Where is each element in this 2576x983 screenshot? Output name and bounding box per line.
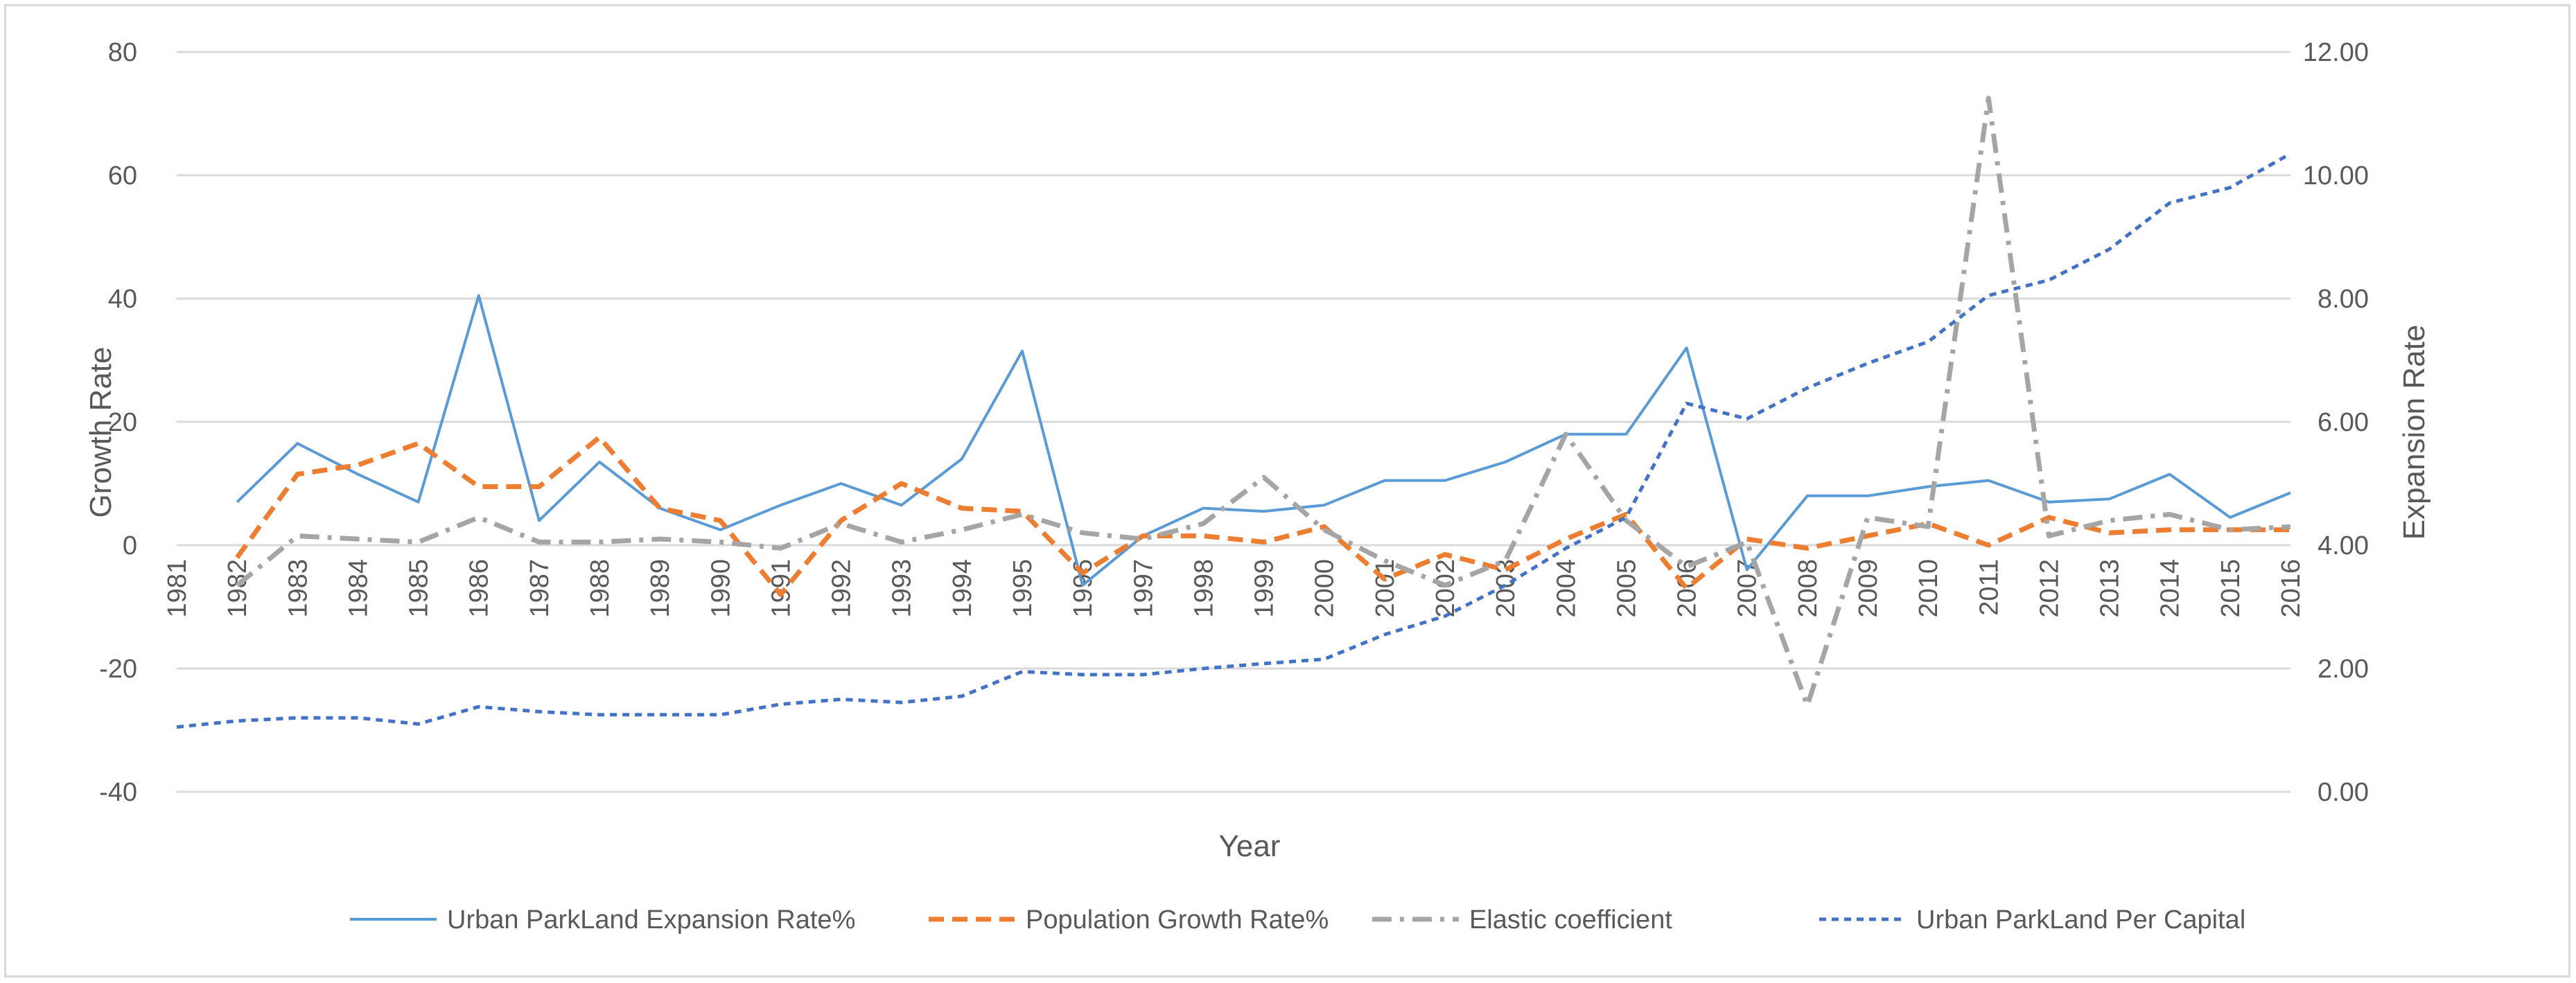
x-tick-label: 1992: [827, 559, 857, 618]
x-axis-title: Year: [1219, 829, 1281, 863]
legend-label-2: Population Growth Rate%: [1026, 905, 1329, 935]
y2-tick-label: 2.00: [2317, 655, 2369, 684]
y2-axis-title: Expansion Rate: [2397, 325, 2431, 540]
y-tick-label: 80: [108, 38, 137, 67]
gridlines: [177, 51, 2290, 793]
series-line-3: [235, 96, 2291, 708]
x-tick-label: 1994: [948, 559, 977, 618]
x-tick-label: 2013: [2096, 559, 2125, 618]
x-tick-label: 1990: [706, 559, 735, 618]
series-line-1: [236, 294, 2291, 587]
x-tick-label: 1996: [1069, 559, 1098, 618]
x-tick-label: 1998: [1189, 559, 1218, 618]
x-tick-label: 1991: [766, 559, 796, 618]
x-tick-label: 2012: [2035, 559, 2064, 618]
y2-tick-label: 0.00: [2317, 778, 2369, 807]
x-tick-label: 2008: [1794, 559, 1823, 618]
x-axis-ticks: 1981 1982 1983 1984 1985 1986 1987 1988 1989 1990…: [163, 559, 2306, 618]
x-tick-label: 2002: [1431, 559, 1460, 618]
x-tick-label: 2009: [1854, 559, 1883, 618]
x-tick-label: 1984: [344, 559, 373, 618]
y2-tick-label: 4.00: [2317, 531, 2369, 560]
series-line-4: [176, 152, 2292, 729]
y2-tick-label: 6.00: [2317, 408, 2369, 437]
y-axis-title: Growth Rate: [84, 347, 118, 518]
y-tick-label: 60: [108, 161, 137, 191]
x-tick-label: 1997: [1129, 559, 1158, 618]
y2-tick-label: 8.00: [2317, 285, 2369, 314]
x-tick-label: 2001: [1371, 559, 1400, 618]
y2-tick-label: 10.00: [2303, 161, 2369, 191]
x-tick-label: 1987: [525, 559, 554, 618]
y-tick-label: 40: [108, 285, 137, 314]
x-tick-label: 2000: [1311, 559, 1340, 618]
x-tick-label: 1985: [405, 559, 434, 618]
series-layer: [176, 96, 2292, 729]
x-tick-label: 1989: [646, 559, 675, 618]
x-tick-label: 2015: [2216, 559, 2245, 618]
x-tick-label: 2016: [2277, 559, 2306, 618]
y-tick-label: 0: [123, 531, 137, 560]
x-tick-label: 1999: [1250, 559, 1279, 618]
x-tick-label: 2004: [1552, 559, 1581, 618]
x-tick-label: 1993: [888, 559, 917, 618]
y-tick-label: -20: [99, 655, 137, 684]
legend-label-1: Urban ParkLand Expansion Rate%: [447, 905, 855, 935]
left-axis-ticks: 80 60 40 20 0 -20 -40: [99, 38, 137, 807]
x-tick-label: 1982: [223, 559, 252, 618]
x-tick-label: 2010: [1914, 559, 1943, 618]
x-tick-label: 2005: [1612, 559, 1641, 618]
chart-frame: [4, 4, 2570, 977]
x-tick-label: 1986: [465, 559, 494, 618]
y2-tick-label: 12.00: [2303, 38, 2369, 67]
y-tick-label: 20: [108, 408, 137, 437]
x-tick-label: 1983: [283, 559, 313, 618]
legend: Urban ParkLand Expansion Rate% Population…: [350, 905, 2245, 935]
y-tick-label: -40: [99, 778, 137, 807]
x-tick-label: 2006: [1673, 559, 1702, 618]
series-line-2: [235, 434, 2290, 597]
x-tick-label: 2014: [2156, 559, 2185, 618]
legend-label-4: Urban ParkLand Per Capital: [1916, 905, 2245, 935]
right-axis-ticks: 12.00 10.00 8.00 6.00 4.00 2.00 0.00: [2303, 38, 2369, 807]
x-tick-label: 1995: [1008, 559, 1037, 618]
x-tick-label: 2011: [1974, 559, 2004, 616]
x-tick-label: 1988: [586, 559, 615, 618]
x-tick-label: 1981: [163, 559, 192, 618]
legend-label-3: Elastic coefficient: [1469, 905, 1672, 935]
